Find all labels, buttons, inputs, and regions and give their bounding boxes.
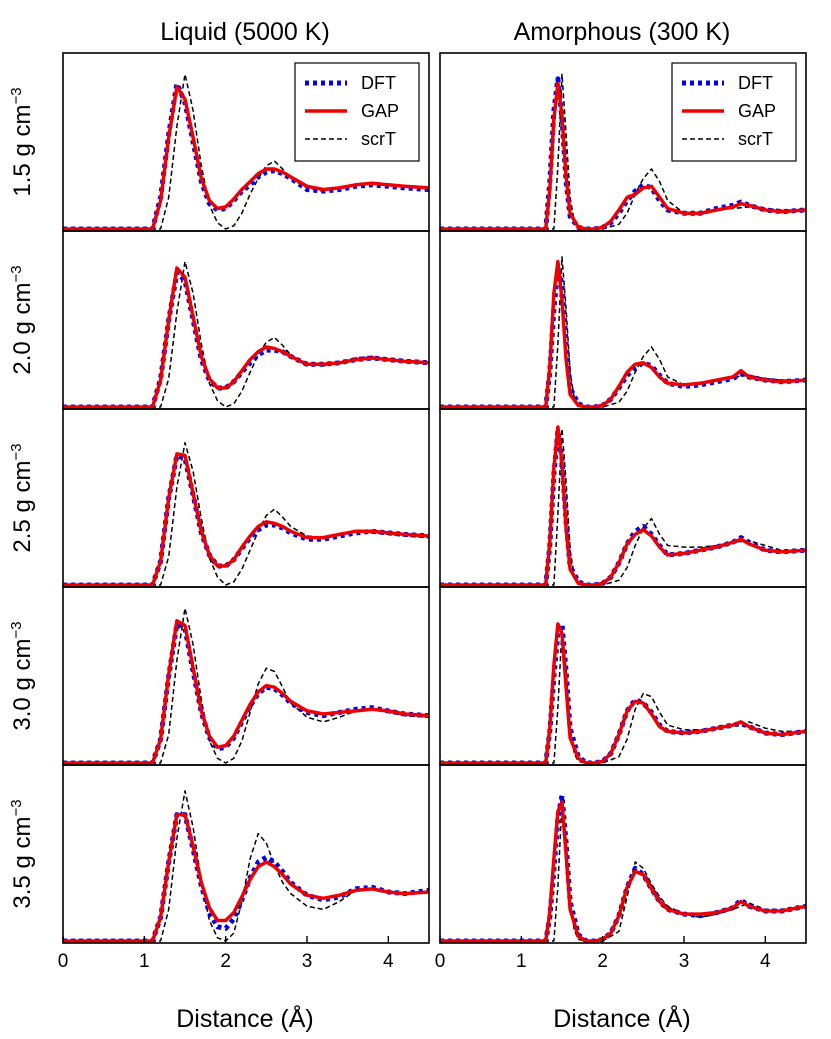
x-tick-label: 2 — [597, 951, 608, 972]
panel-amorphous-row-2 — [439, 230, 807, 410]
x-axis-label-right: Distance (Å) — [553, 1003, 691, 1033]
x-tick-label: 3 — [679, 951, 690, 972]
row-label-1: 1.5 g cm−3 — [8, 87, 36, 196]
row-label-4: 3.0 g cm−3 — [8, 621, 36, 730]
legend-label-scrt: scrT — [738, 129, 773, 149]
row-label-text: 1.5 g cm — [9, 105, 36, 197]
series-line-scrt — [440, 627, 806, 764]
legend-label-gap: GAP — [361, 101, 399, 121]
panel-amorphous-row-1 — [439, 52, 807, 232]
series-line-dft — [440, 265, 806, 409]
series-line-dft — [63, 270, 429, 409]
series-line-dft — [63, 621, 429, 765]
series-line-dft — [440, 621, 806, 765]
column-title-liquid: Liquid (5000 K) — [160, 18, 330, 46]
panel-amorphous-row-4 — [439, 586, 807, 766]
x-axis-label-left: Distance (Å) — [176, 1003, 314, 1033]
x-tick-label: 1 — [139, 951, 150, 972]
x-tick-label: 2 — [220, 951, 231, 972]
series-line-gap — [63, 452, 429, 587]
series-line-gap — [63, 812, 429, 943]
series-line-scrt — [63, 607, 429, 764]
row-label-superscript: −3 — [8, 265, 25, 282]
row-label-5: 3.5 g cm−3 — [8, 799, 36, 908]
legend-amorphous: DFT GAP scrT — [671, 62, 797, 162]
panel-frame — [62, 764, 430, 944]
series-line-gap — [440, 622, 806, 765]
series-line-gap — [63, 619, 429, 765]
column-title-amorphous: Amorphous (300 K) — [514, 18, 731, 46]
panel-liquid-row-5 — [62, 764, 430, 944]
row-label-text: 3.5 g cm — [9, 817, 36, 909]
row-label-2: 2.0 g cm−3 — [8, 265, 36, 374]
row-label-text: 3.0 g cm — [9, 639, 36, 731]
x-tick-label: 3 — [302, 951, 313, 972]
series-line-gap — [440, 259, 806, 409]
row-label-superscript: −3 — [8, 799, 25, 816]
row-label-superscript: −3 — [8, 621, 25, 638]
row-label-superscript: −3 — [8, 87, 25, 104]
panel-liquid-row-3 — [62, 408, 430, 588]
x-tick-label: 1 — [516, 951, 527, 972]
row-label-3: 2.5 g cm−3 — [8, 443, 36, 552]
legend-label-gap: GAP — [738, 101, 776, 121]
series-line-scrt — [63, 790, 429, 942]
panel-amorphous-row-5 — [439, 764, 807, 944]
legend-label-dft: DFT — [738, 73, 773, 93]
legend-liquid: DFT GAP scrT — [294, 62, 420, 162]
row-label-text: 2.0 g cm — [9, 283, 36, 375]
series-line-dft — [440, 427, 806, 587]
panel-frame — [439, 764, 807, 944]
series-line-gap — [440, 425, 806, 587]
panel-amorphous-row-3 — [439, 408, 807, 588]
legend-label-scrt: scrT — [361, 129, 396, 149]
series-line-scrt — [440, 256, 806, 408]
x-tick-label: 0 — [58, 951, 69, 972]
x-tick-label: 4 — [760, 951, 771, 972]
panel-frame — [439, 408, 807, 588]
series-line-dft — [63, 452, 429, 587]
series-line-gap — [63, 85, 429, 231]
x-tick-label: 0 — [435, 951, 446, 972]
series-line-scrt — [63, 442, 429, 586]
panel-liquid-row-4 — [62, 586, 430, 766]
x-axes: 0 1 2 3 4 0 1 2 3 4 — [58, 936, 771, 972]
panel-frame — [62, 586, 430, 766]
row-labels: 1.5 g cm−32.0 g cm−32.5 g cm−33.0 g cm−3… — [8, 87, 36, 908]
series-line-gap — [440, 81, 806, 231]
series-line-dft — [63, 812, 429, 943]
legends: DFT GAP scrT DFT GAP scrT — [294, 62, 797, 162]
series-line-scrt — [440, 801, 806, 942]
series-line-scrt — [63, 260, 429, 408]
row-label-superscript: −3 — [8, 443, 25, 460]
panel-liquid-row-2 — [62, 230, 430, 410]
series-line-dft — [440, 793, 806, 943]
row-label-text: 2.5 g cm — [9, 461, 36, 553]
panel-frame — [439, 586, 807, 766]
series-line-gap — [440, 800, 806, 943]
panel-grid — [62, 52, 807, 944]
series-line-gap — [63, 266, 429, 409]
x-tick-label: 4 — [383, 951, 394, 972]
series-line-scrt — [440, 427, 806, 586]
legend-label-dft: DFT — [361, 73, 396, 93]
